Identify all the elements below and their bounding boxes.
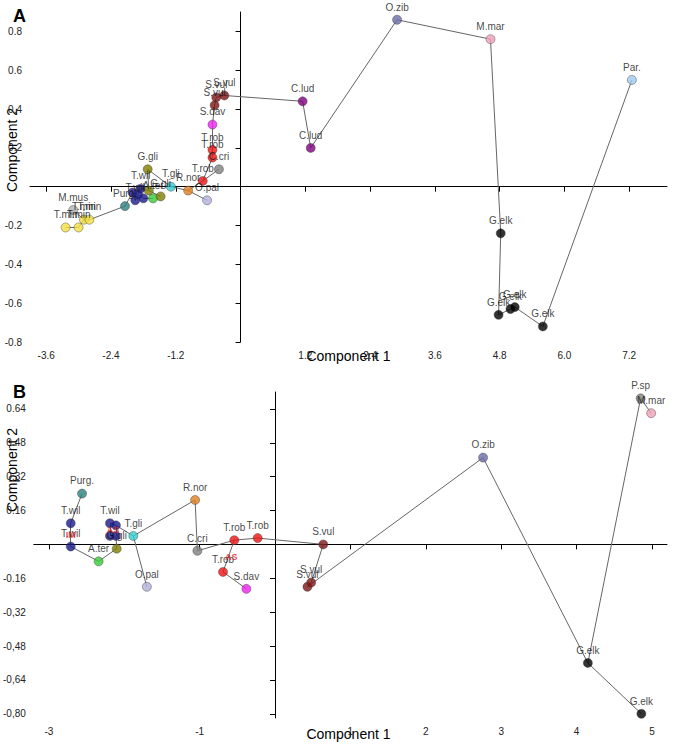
svg-text:P.sp: P.sp	[631, 380, 650, 391]
svg-text:0.32: 0.32	[6, 471, 26, 482]
svg-text:-3.6: -3.6	[38, 350, 56, 361]
svg-text:R.nor: R.nor	[175, 172, 201, 184]
svg-text:O.zib: O.zib	[385, 2, 409, 13]
svg-text:-0.2: -0.2	[5, 220, 23, 231]
svg-text:C.lud: C.lud	[291, 83, 314, 94]
svg-text:T.min: T.min	[77, 201, 101, 212]
svg-text:T.rob: T.rob	[201, 132, 224, 143]
svg-text:0.8: 0.8	[8, 26, 22, 37]
svg-text:T.wil: T.wil	[61, 505, 80, 516]
svg-text:G.elk: G.elk	[486, 296, 511, 308]
svg-text:-0.8: -0.8	[5, 337, 23, 348]
svg-text:Component 1: Component 1	[306, 726, 390, 742]
svg-text:-0.4: -0.4	[5, 259, 23, 270]
svg-text:T.rob: T.rob	[247, 520, 270, 531]
svg-text:G.gli: G.gli	[106, 530, 127, 542]
svg-text:G.elk: G.elk	[503, 289, 527, 300]
svg-text:-0,80: -0,80	[3, 708, 26, 719]
svg-text:-2.4: -2.4	[102, 350, 120, 361]
svg-text:Component 1: Component 1	[306, 348, 390, 364]
svg-text:1.2: 1.2	[298, 350, 312, 361]
svg-text:5: 5	[649, 726, 655, 737]
svg-text:T.wil: T.wil	[61, 528, 80, 539]
svg-text:S.vul: S.vul	[213, 77, 235, 88]
svg-text:Purg.: Purg.	[113, 187, 137, 199]
svg-text:S.dav: S.dav	[200, 106, 226, 117]
svg-text:3.6: 3.6	[428, 350, 442, 361]
svg-text:T.rob: T.rob	[201, 139, 224, 151]
svg-text:T.rob: T.rob	[211, 553, 235, 565]
svg-text:1: 1	[348, 726, 354, 737]
svg-text:O.pal: O.pal	[135, 569, 159, 580]
svg-text:M.mus: M.mus	[58, 192, 88, 203]
svg-text:G.elk: G.elk	[630, 696, 654, 707]
svg-text:-0.16: -0.16	[3, 573, 26, 584]
svg-text:IM: IM	[66, 530, 76, 540]
svg-text:2.4: 2.4	[363, 350, 377, 361]
svg-text:-0,64: -0,64	[3, 674, 26, 685]
svg-text:3: 3	[498, 726, 504, 737]
svg-text:-3: -3	[44, 726, 53, 737]
svg-text:Par.: Par.	[623, 62, 641, 73]
svg-text:AS: AS	[107, 525, 120, 535]
svg-text:C.cri: C.cri	[209, 151, 230, 162]
svg-text:G.elk: G.elk	[531, 308, 555, 319]
svg-text:O.pal: O.pal	[195, 182, 219, 193]
svg-text:A: A	[13, 6, 26, 26]
svg-text:2: 2	[423, 726, 429, 737]
svg-text:C.lud: C.lud	[299, 130, 322, 141]
svg-text:T.wil: T.wil	[130, 170, 151, 182]
svg-text:-0,48: -0,48	[3, 641, 26, 652]
svg-text:-0,32: -0,32	[3, 607, 26, 618]
svg-text:S.vul: S.vul	[203, 86, 226, 98]
svg-text:7.2: 7.2	[622, 350, 636, 361]
svg-text:4: 4	[574, 726, 580, 737]
svg-text:0.64: 0.64	[6, 403, 26, 414]
svg-text:T.gli: T.gli	[124, 518, 142, 529]
svg-text:R.nor: R.nor	[183, 482, 208, 493]
svg-text:T.rob: T.rob	[192, 163, 215, 174]
svg-text:G.elk: G.elk	[576, 645, 600, 656]
svg-text:4.8: 4.8	[493, 350, 507, 361]
svg-text:M.mar: M.mar	[637, 395, 666, 406]
svg-text:A.ter: A.ter	[88, 543, 110, 554]
svg-text:-1.2: -1.2	[167, 350, 185, 361]
svg-text:T.wil: T.wil	[125, 182, 145, 193]
svg-text:G.elk: G.elk	[489, 215, 513, 226]
svg-text:T.min: T.min	[53, 209, 78, 221]
svg-text:0.4: 0.4	[8, 104, 22, 115]
svg-text:0.2: 0.2	[8, 142, 22, 153]
svg-text:B: B	[13, 382, 26, 402]
svg-text:G.gli: G.gli	[150, 178, 171, 189]
svg-text:6.0: 6.0	[557, 350, 571, 361]
svg-text:T.rob: T.rob	[223, 522, 246, 533]
svg-text:0.48: 0.48	[6, 437, 26, 448]
svg-text:C.cri: C.cri	[187, 533, 208, 544]
svg-text:-1: -1	[195, 726, 204, 737]
svg-text:-0.6: -0.6	[5, 298, 23, 309]
svg-text:O.zib: O.zib	[471, 439, 495, 450]
svg-text:T.wil: T.wil	[100, 505, 119, 516]
svg-text:S.vul: S.vul	[300, 564, 322, 575]
svg-text:G.gli: G.gli	[137, 151, 158, 162]
svg-text:S.dav: S.dav	[234, 571, 260, 582]
svg-text:T.min: T.min	[66, 209, 91, 221]
svg-text:0.6: 0.6	[8, 65, 22, 76]
svg-text:T.gli: T.gli	[162, 168, 180, 180]
svg-text:Component 2: Component 2	[4, 428, 20, 512]
svg-text:Purg.: Purg.	[70, 475, 94, 486]
svg-text:S.vul: S.vul	[312, 526, 334, 537]
svg-text:0.16: 0.16	[6, 505, 26, 516]
svg-text:M.mar: M.mar	[476, 21, 505, 32]
svg-text:AS: AS	[225, 552, 238, 562]
svg-text:Component 2: Component 2	[4, 108, 20, 192]
